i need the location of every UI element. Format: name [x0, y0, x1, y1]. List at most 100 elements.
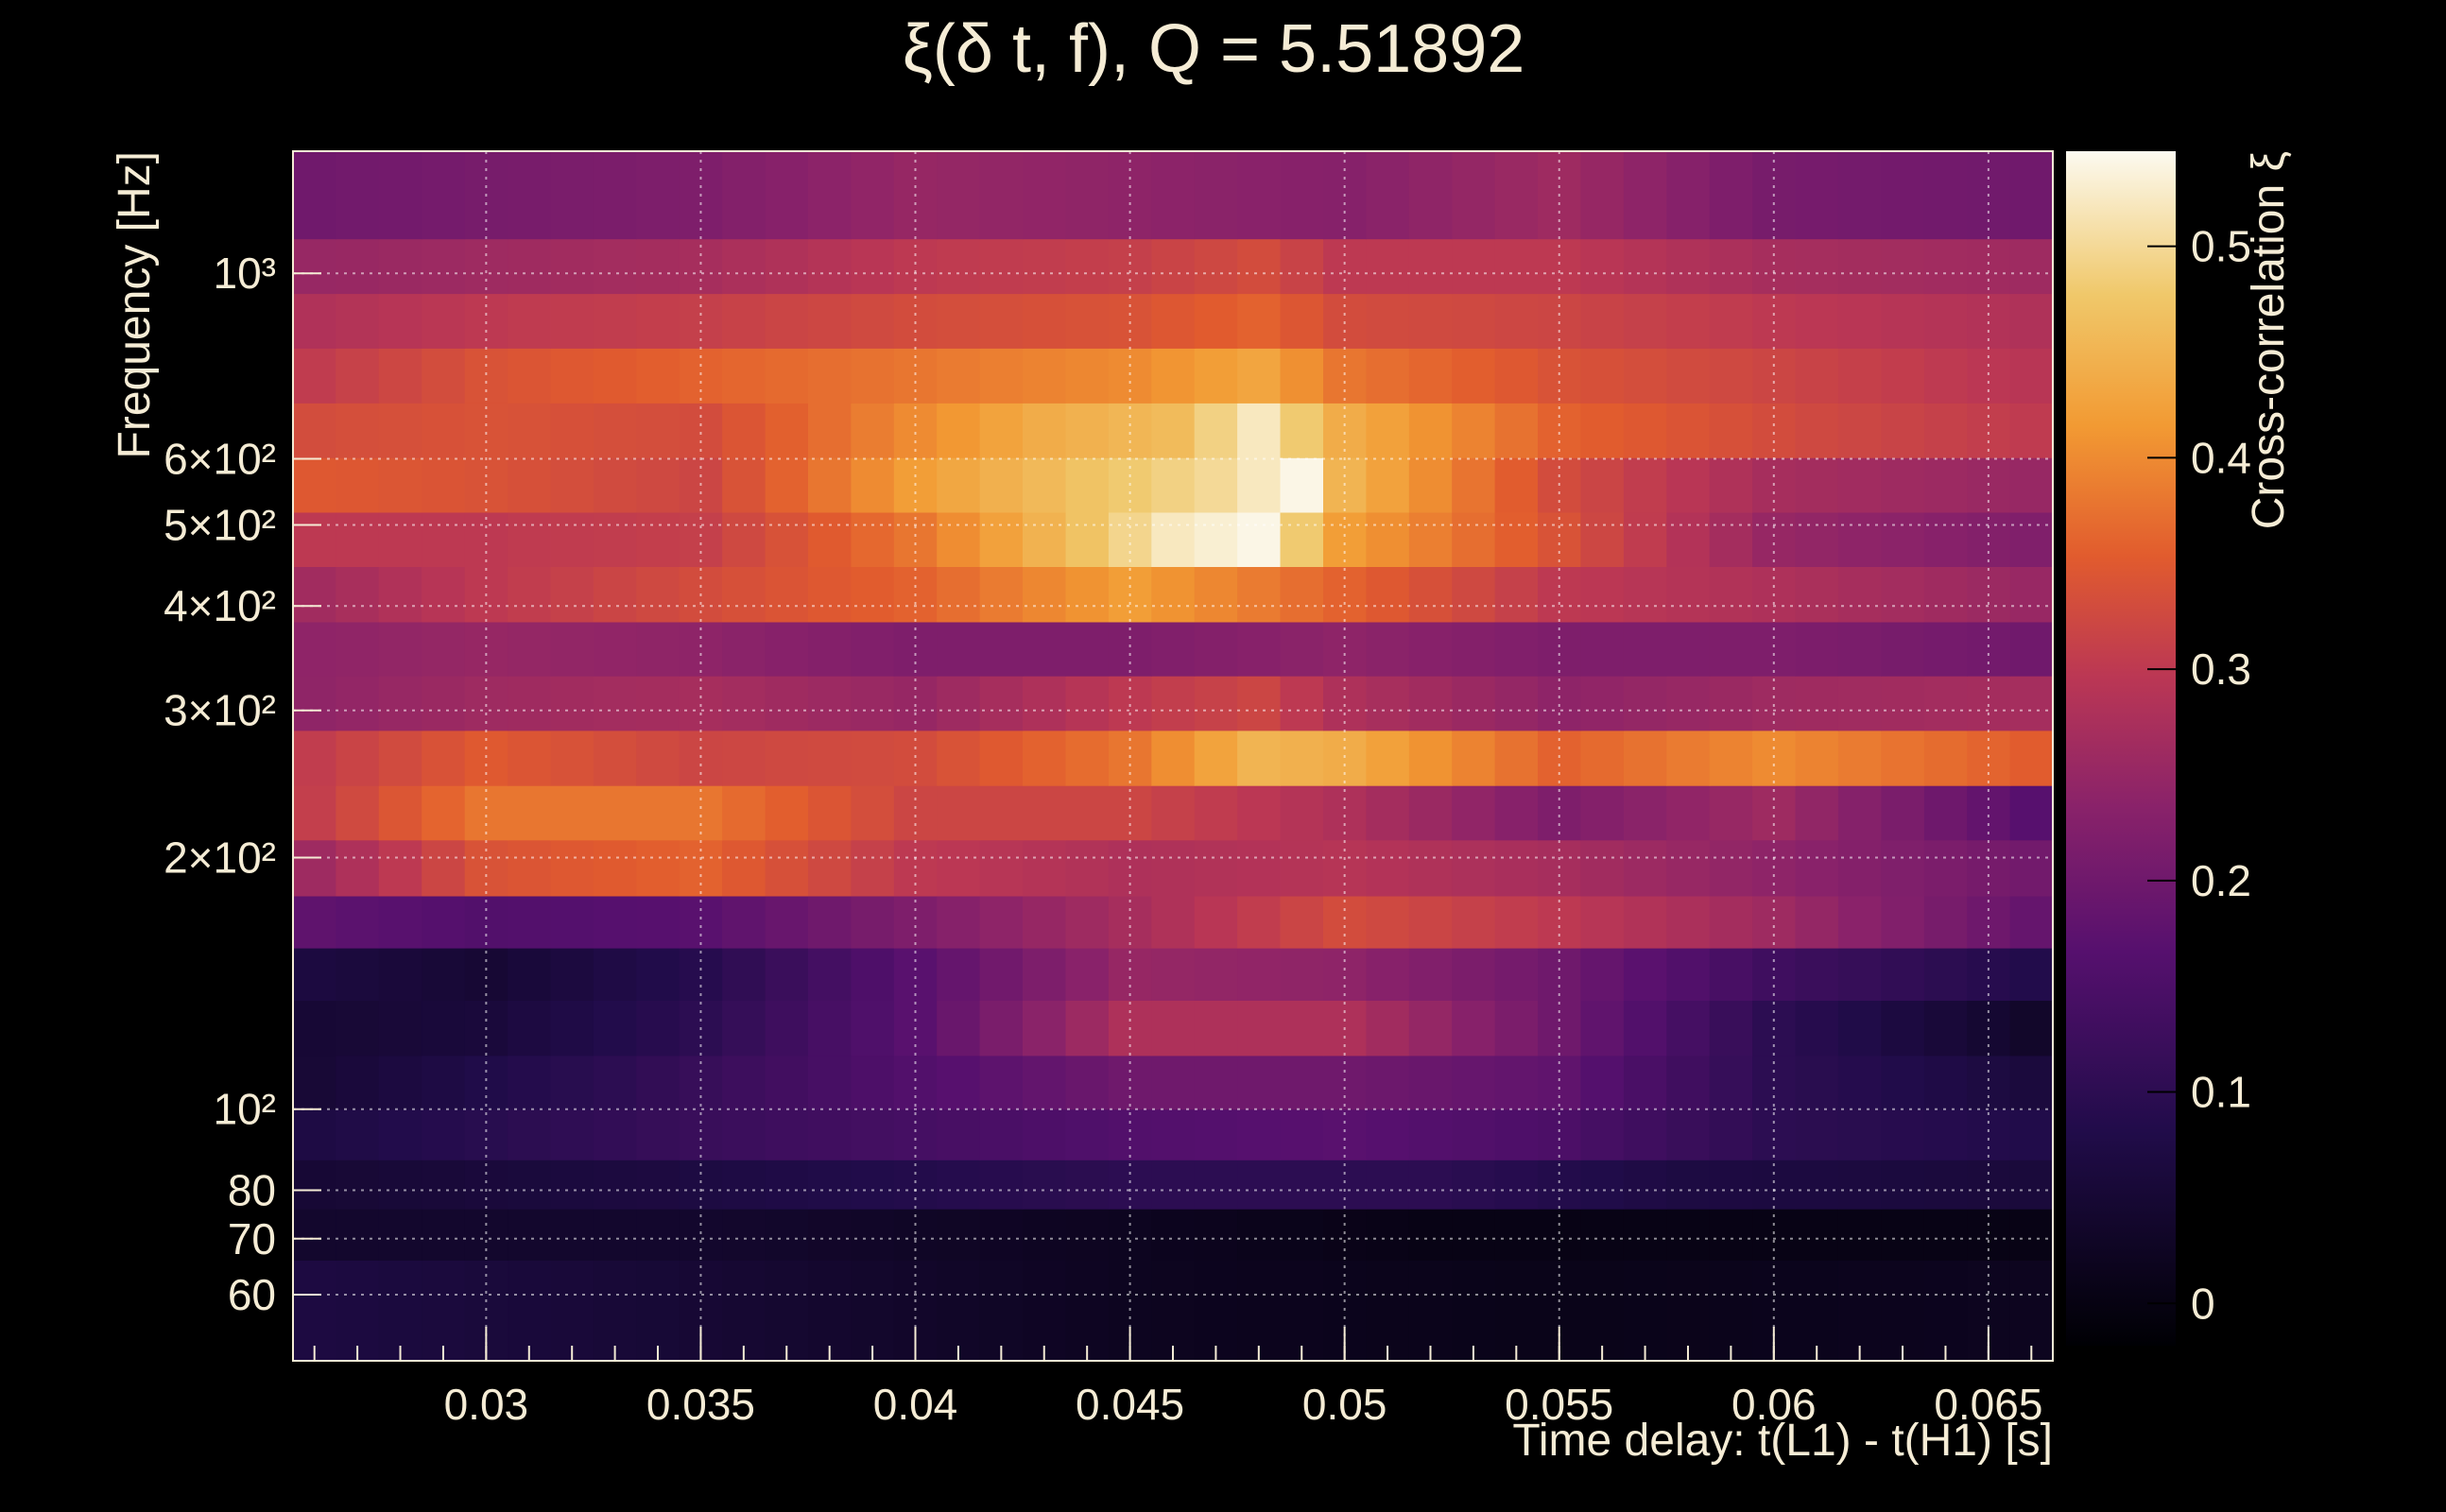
heatmap-cell	[1538, 1209, 1581, 1261]
heatmap-cell	[1538, 511, 1581, 567]
heatmap-cell	[1967, 511, 2011, 567]
heatmap-cell	[636, 151, 680, 240]
heatmap-cell	[1881, 676, 1925, 731]
heatmap-cell	[1795, 1000, 1839, 1057]
heatmap-cell	[550, 151, 594, 240]
chart-title: ξ(δ t, f), Q = 5.51892	[903, 11, 1525, 87]
heatmap-cell	[1837, 785, 1882, 841]
heatmap-cell	[1237, 566, 1282, 623]
heatmap-cell	[1280, 730, 1324, 786]
heatmap-cell	[1580, 730, 1625, 786]
colorbar-tick-label: 0.1	[2191, 1068, 2251, 1117]
heatmap-cell	[1666, 403, 1711, 458]
heatmap-cell	[293, 1160, 336, 1210]
heatmap-cell	[1881, 839, 1925, 897]
heatmap-cell	[293, 151, 336, 240]
heatmap-cell	[1065, 896, 1110, 949]
heatmap-cell	[508, 511, 552, 567]
heatmap-cell	[1280, 1160, 1324, 1210]
heatmap-cell	[1837, 1209, 1882, 1261]
heatmap-cell	[1065, 238, 1110, 295]
heatmap-cell	[722, 1000, 767, 1057]
heatmap-cell	[1923, 403, 1968, 458]
heatmap-cell	[1108, 1108, 1152, 1160]
heatmap-cell	[1452, 947, 1496, 1001]
heatmap-cell	[1494, 1260, 1539, 1362]
heatmap-cell	[636, 1000, 680, 1057]
heatmap-cell	[979, 511, 1024, 567]
heatmap-cell	[979, 238, 1024, 295]
heatmap-cell	[1709, 1055, 1753, 1110]
heatmap-cell	[851, 566, 895, 623]
heatmap-cell	[550, 896, 594, 949]
heatmap-cell	[293, 1000, 336, 1057]
heatmap-cell	[1881, 947, 1925, 1001]
heatmap-cell	[1881, 566, 1925, 623]
heatmap-cell	[636, 896, 680, 949]
heatmap-cell	[1408, 947, 1453, 1001]
heatmap-cell	[422, 676, 466, 731]
heatmap-cell	[293, 896, 336, 949]
heatmap-cell	[378, 457, 422, 513]
heatmap-cell	[422, 511, 466, 567]
heatmap-cell	[593, 1160, 637, 1210]
heatmap-cell	[508, 621, 552, 677]
heatmap-cell	[550, 947, 594, 1001]
heatmap-cell	[636, 730, 680, 786]
heatmap-cell	[1280, 293, 1324, 349]
heatmap-cell	[765, 947, 809, 1001]
heatmap-cell	[1065, 457, 1110, 513]
heatmap-cell	[593, 676, 637, 731]
heatmap-cell	[1408, 403, 1453, 458]
heatmap-cell	[722, 238, 767, 295]
heatmap-cell	[1881, 403, 1925, 458]
heatmap-cell	[1408, 621, 1453, 677]
heatmap-cell	[1280, 511, 1324, 567]
heatmap-cell	[1366, 151, 1410, 240]
heatmap-cell	[1366, 947, 1410, 1001]
heatmap-cell	[1065, 566, 1110, 623]
heatmap-cell	[1108, 621, 1152, 677]
heatmap-cell	[1108, 1160, 1152, 1210]
heatmap-cell	[593, 151, 637, 240]
heatmap-cell	[1795, 1209, 1839, 1261]
heatmap-cell	[1237, 676, 1282, 731]
heatmap-cell	[1408, 1055, 1453, 1110]
heatmap-cell	[1280, 1000, 1324, 1057]
heatmap-cell	[679, 1160, 723, 1210]
y-tick-label: 10²	[214, 1085, 276, 1134]
heatmap-cell	[851, 403, 895, 458]
heatmap-cell	[378, 348, 422, 404]
heatmap-cell	[336, 293, 380, 349]
heatmap-cell	[1967, 785, 2011, 841]
heatmap-cell	[336, 947, 380, 1001]
heatmap-cell	[937, 151, 981, 240]
heatmap-cell	[1837, 621, 1882, 677]
heatmap-cell	[422, 457, 466, 513]
heatmap-cell	[378, 238, 422, 295]
heatmap-cell	[2009, 730, 2054, 786]
heatmap-cell	[1666, 293, 1711, 349]
heatmap-cell	[1151, 566, 1196, 623]
heatmap-cell	[1237, 293, 1282, 349]
heatmap-cell	[893, 947, 938, 1001]
heatmap-cell	[1194, 676, 1238, 731]
heatmap-cell	[1366, 457, 1410, 513]
heatmap-cell	[1023, 1055, 1066, 1110]
heatmap-cell	[722, 1260, 767, 1362]
heatmap-cell	[1366, 621, 1410, 677]
heatmap-cell	[293, 293, 336, 349]
heatmap-cell	[1366, 238, 1410, 295]
heatmap-cell	[1923, 1160, 1968, 1210]
x-tick-label: 0.035	[646, 1380, 755, 1429]
heatmap-cell	[1452, 1209, 1496, 1261]
heatmap-cell	[1065, 621, 1110, 677]
heatmap-cell	[808, 1055, 852, 1110]
heatmap-cell	[1623, 1108, 1667, 1160]
heatmap-cell	[1623, 839, 1667, 897]
heatmap-cell	[1452, 1000, 1496, 1057]
heatmap-cell	[851, 839, 895, 897]
heatmap-cell	[1752, 1055, 1797, 1110]
heatmap-cell	[508, 566, 552, 623]
colorbar-axis: 0 0.1 0.2 0.3 0.4 0.5	[2147, 222, 2251, 1328]
